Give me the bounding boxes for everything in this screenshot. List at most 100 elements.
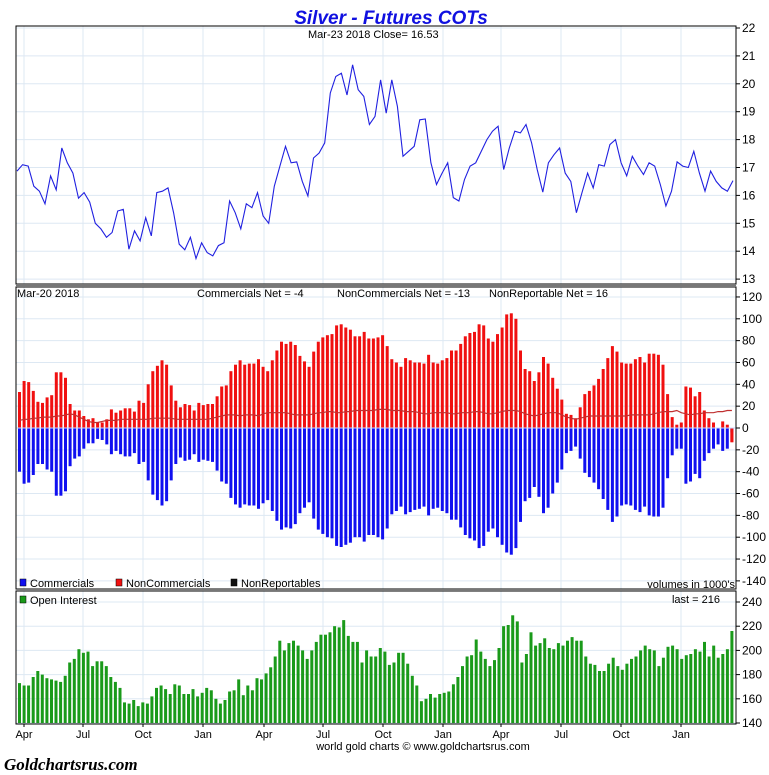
open-interest-bar [575, 640, 579, 723]
noncommercials-bar [413, 362, 417, 428]
commercials-bar [652, 428, 656, 517]
noncommercials-bar [335, 325, 339, 428]
noncommercials-bar [50, 395, 54, 428]
commercials-bar [574, 428, 578, 447]
commercials-bar [505, 428, 509, 553]
commercials-bar [394, 428, 398, 511]
noncommercials-bar [45, 397, 49, 428]
noncommercials-bar [330, 334, 334, 428]
noncommercials-bar [82, 416, 86, 428]
commercials-bar [610, 428, 614, 522]
open-interest-bar [529, 632, 533, 724]
open-interest-bar [301, 650, 305, 723]
open-interest-bar [40, 674, 44, 723]
noncommercials-bar [468, 333, 472, 428]
open-interest-bar [502, 626, 506, 723]
open-interest-bar [205, 687, 209, 723]
commercials-bar [234, 428, 237, 505]
commercials-bar [569, 428, 573, 451]
noncommercials-bar [473, 331, 476, 428]
noncommercials-bar [555, 388, 559, 428]
noncommercials-bar [367, 338, 371, 428]
commercials-bar [367, 428, 371, 535]
legend-swatch-open-interest [19, 595, 27, 604]
open-interest-bar [392, 662, 396, 723]
noncommercials-bar [59, 372, 63, 428]
open-interest-bar [378, 648, 382, 723]
open-interest-bar [200, 692, 204, 724]
commercials-bar [293, 428, 297, 525]
open-interest-bar [250, 690, 254, 723]
y-tick-label: 200 [742, 643, 762, 657]
commercials-bar [266, 428, 270, 501]
commercials-bar [36, 428, 40, 464]
commercials-bar [54, 428, 58, 496]
open-interest-bar [145, 703, 149, 723]
open-interest-bar [593, 664, 597, 723]
open-interest-bar [607, 663, 611, 723]
open-interest-bar [598, 671, 601, 723]
commercials-bar [436, 428, 440, 508]
commercials-bar [211, 428, 214, 462]
y-tick-label: -100 [742, 530, 766, 544]
noncommercials-bar [183, 404, 187, 428]
noncommercials-bar [344, 327, 348, 428]
noncommercials-bar [86, 419, 90, 428]
commercials-bar [192, 428, 196, 455]
commercials-bar [132, 428, 136, 454]
noncommercials-bar [247, 363, 251, 428]
open-interest-bar [689, 654, 693, 723]
commercials-bar [624, 428, 628, 505]
noncommercials-bar [454, 350, 458, 428]
noncommercials-bar [496, 334, 499, 428]
noncommercials-bar [459, 343, 463, 428]
open-interest-bar [461, 666, 464, 723]
open-interest-bar [86, 651, 90, 723]
noncommercials-bar [450, 350, 453, 428]
commercials-bar [335, 428, 339, 546]
open-interest-bar [164, 689, 168, 723]
noncommercials-bar [440, 360, 444, 428]
commercials-bar [459, 428, 463, 528]
open-interest-bar [77, 649, 81, 723]
open-interest-bar [324, 634, 327, 723]
noncommercials-bar [174, 400, 178, 428]
noncommercials-bar [142, 402, 146, 428]
open-interest-bar [50, 679, 53, 723]
commercials-bar [174, 428, 178, 464]
noncommercials-bar [390, 359, 394, 428]
noncommercials-bar [307, 366, 311, 428]
noncommercials-bar [477, 324, 481, 428]
y-tick-label: -40 [742, 465, 760, 479]
y-tick-label: 20 [742, 399, 756, 413]
noncommercials-bar [123, 408, 127, 428]
open-interest-bar [456, 677, 460, 723]
noncommercials-bar [160, 360, 164, 428]
commercials-bar [404, 428, 408, 515]
noncommercials-bar [169, 385, 173, 428]
commercials-bar [496, 428, 499, 538]
noncommercials-bar [36, 401, 40, 428]
noncommercials-bar [615, 351, 619, 428]
open-interest-bar [556, 643, 560, 723]
commercials-bar [41, 428, 44, 464]
open-interest-bar [547, 648, 551, 723]
noncommercials-bar [693, 396, 697, 428]
cot-panel [16, 313, 736, 555]
open-interest-bar [538, 643, 542, 723]
x-tick-label: Jul [76, 729, 90, 741]
commercials-bar [252, 428, 256, 506]
noncommercials-bar [519, 350, 522, 428]
commercials-bar [206, 428, 210, 461]
commercials-bar [629, 428, 633, 506]
commercials-bar [587, 428, 591, 478]
commercials-bar [188, 428, 192, 460]
open-interest-bar [360, 662, 364, 723]
open-interest-bar [483, 658, 487, 723]
noncommercials-bar [238, 360, 242, 428]
commercials-bar [160, 428, 164, 506]
open-interest-bar [611, 657, 615, 723]
commercials-bar [408, 428, 412, 513]
open-interest-bar [173, 684, 177, 723]
legend-swatch-noncommercials [115, 578, 123, 587]
